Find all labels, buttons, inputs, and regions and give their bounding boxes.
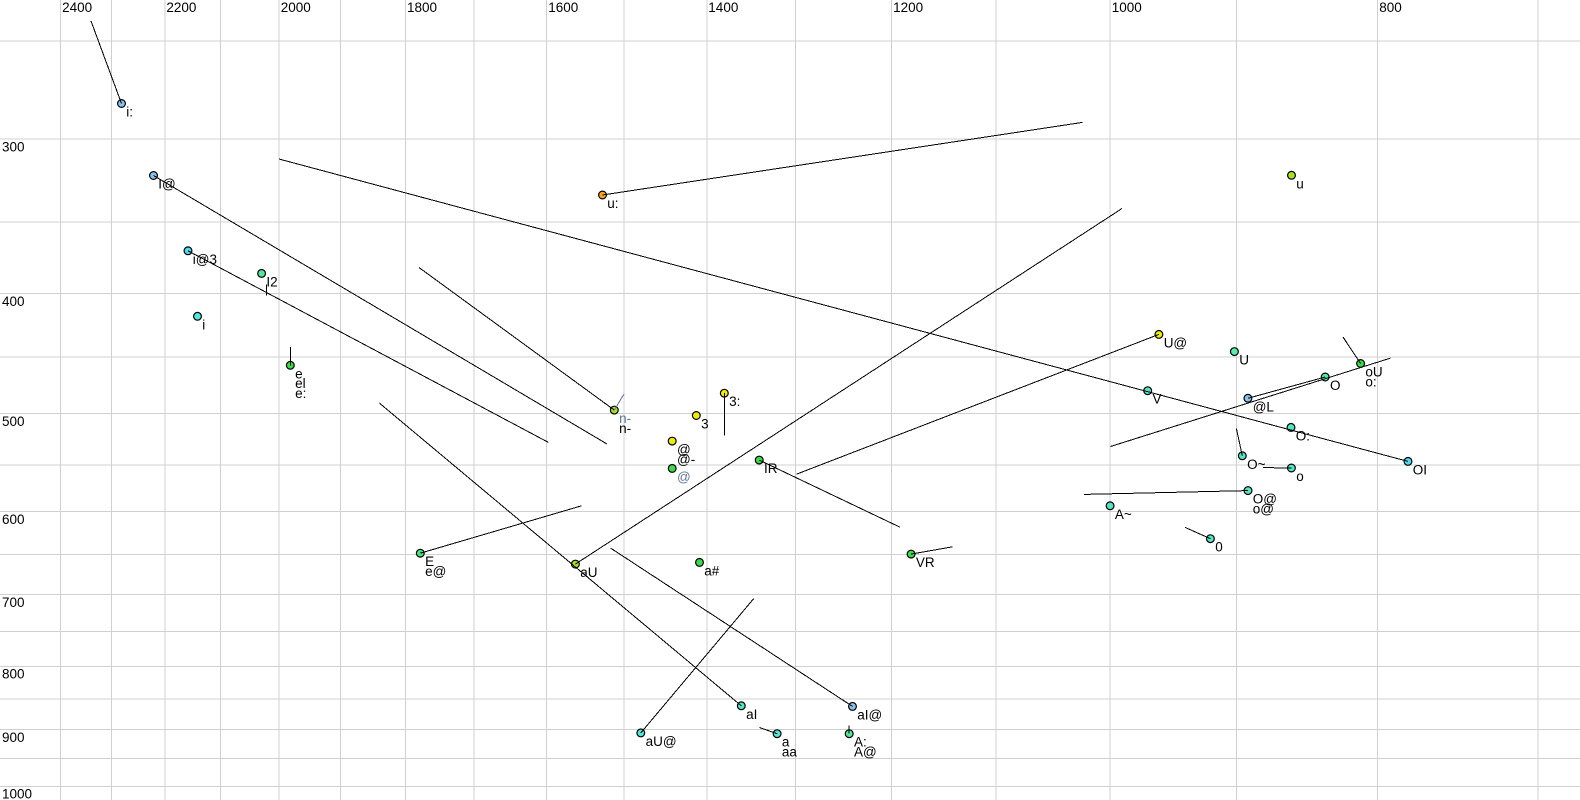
svg-text:2000: 2000 xyxy=(281,0,311,15)
svg-text:1400: 1400 xyxy=(708,0,738,15)
svg-text:o@: o@ xyxy=(1253,501,1274,516)
svg-text:900: 900 xyxy=(2,730,25,745)
svg-text:O: O xyxy=(1330,378,1341,393)
svg-text:@L: @L xyxy=(1253,399,1275,414)
svg-text:700: 700 xyxy=(2,595,25,610)
svg-text:a#: a# xyxy=(704,563,720,578)
svg-text:IR: IR xyxy=(764,461,778,476)
svg-text:e:: e: xyxy=(295,386,306,401)
svg-text:aU@: aU@ xyxy=(646,734,677,749)
svg-text:o:: o: xyxy=(1365,374,1376,389)
svg-text:2200: 2200 xyxy=(166,0,196,15)
svg-text:1200: 1200 xyxy=(893,0,923,15)
svg-text:1600: 1600 xyxy=(548,0,578,15)
svg-text:n-: n- xyxy=(619,421,631,436)
svg-text:1000: 1000 xyxy=(1112,0,1142,15)
svg-text:i@3: i@3 xyxy=(193,252,217,267)
svg-text:OI: OI xyxy=(1413,462,1427,477)
svg-text:400: 400 xyxy=(2,294,25,309)
svg-text:600: 600 xyxy=(2,512,25,527)
svg-text:I@: I@ xyxy=(158,177,175,192)
svg-text:u: u xyxy=(1296,176,1304,191)
svg-text:3: 3 xyxy=(701,417,709,432)
svg-text:aI@: aI@ xyxy=(857,707,882,722)
svg-text:1000: 1000 xyxy=(2,787,32,800)
svg-text:o: o xyxy=(1296,469,1304,484)
svg-text:i: i xyxy=(202,317,205,332)
svg-text:u:: u: xyxy=(607,196,618,211)
svg-text:aa: aa xyxy=(782,745,798,760)
svg-text:a: a xyxy=(782,735,790,750)
svg-text:U: U xyxy=(1239,353,1249,368)
svg-text:@: @ xyxy=(677,442,691,457)
svg-text:VR: VR xyxy=(916,555,935,570)
svg-text:el: el xyxy=(295,376,306,391)
svg-text:0: 0 xyxy=(1215,540,1223,555)
svg-text:3:: 3: xyxy=(729,394,740,409)
svg-text:300: 300 xyxy=(2,139,25,154)
svg-text:800: 800 xyxy=(2,667,25,682)
svg-text:A@: A@ xyxy=(854,745,877,760)
svg-text:A:: A: xyxy=(854,735,867,750)
svg-text:O@: O@ xyxy=(1253,492,1277,507)
svg-text:2400: 2400 xyxy=(62,0,92,15)
svg-text:oU: oU xyxy=(1365,365,1382,380)
svg-text:I2: I2 xyxy=(266,274,277,289)
svg-text:aI: aI xyxy=(746,707,757,722)
svg-text:1800: 1800 xyxy=(407,0,437,15)
svg-text:O~: O~ xyxy=(1247,457,1266,472)
svg-text:A~: A~ xyxy=(1115,507,1132,522)
svg-text:aU: aU xyxy=(580,565,597,580)
svg-text:n-: n- xyxy=(619,411,631,426)
svg-text:e: e xyxy=(295,366,303,381)
svg-text:i:: i: xyxy=(126,105,133,120)
svg-text:U@: U@ xyxy=(1164,335,1187,350)
svg-text:@: @ xyxy=(677,469,691,484)
svg-text:800: 800 xyxy=(1379,0,1402,15)
svg-text:e@: e@ xyxy=(425,564,446,579)
svg-text:@-: @- xyxy=(677,452,695,467)
svg-text:O:: O: xyxy=(1296,428,1310,443)
svg-text:E: E xyxy=(425,554,434,569)
svg-text:500: 500 xyxy=(2,414,25,429)
svg-text:V: V xyxy=(1153,392,1162,407)
